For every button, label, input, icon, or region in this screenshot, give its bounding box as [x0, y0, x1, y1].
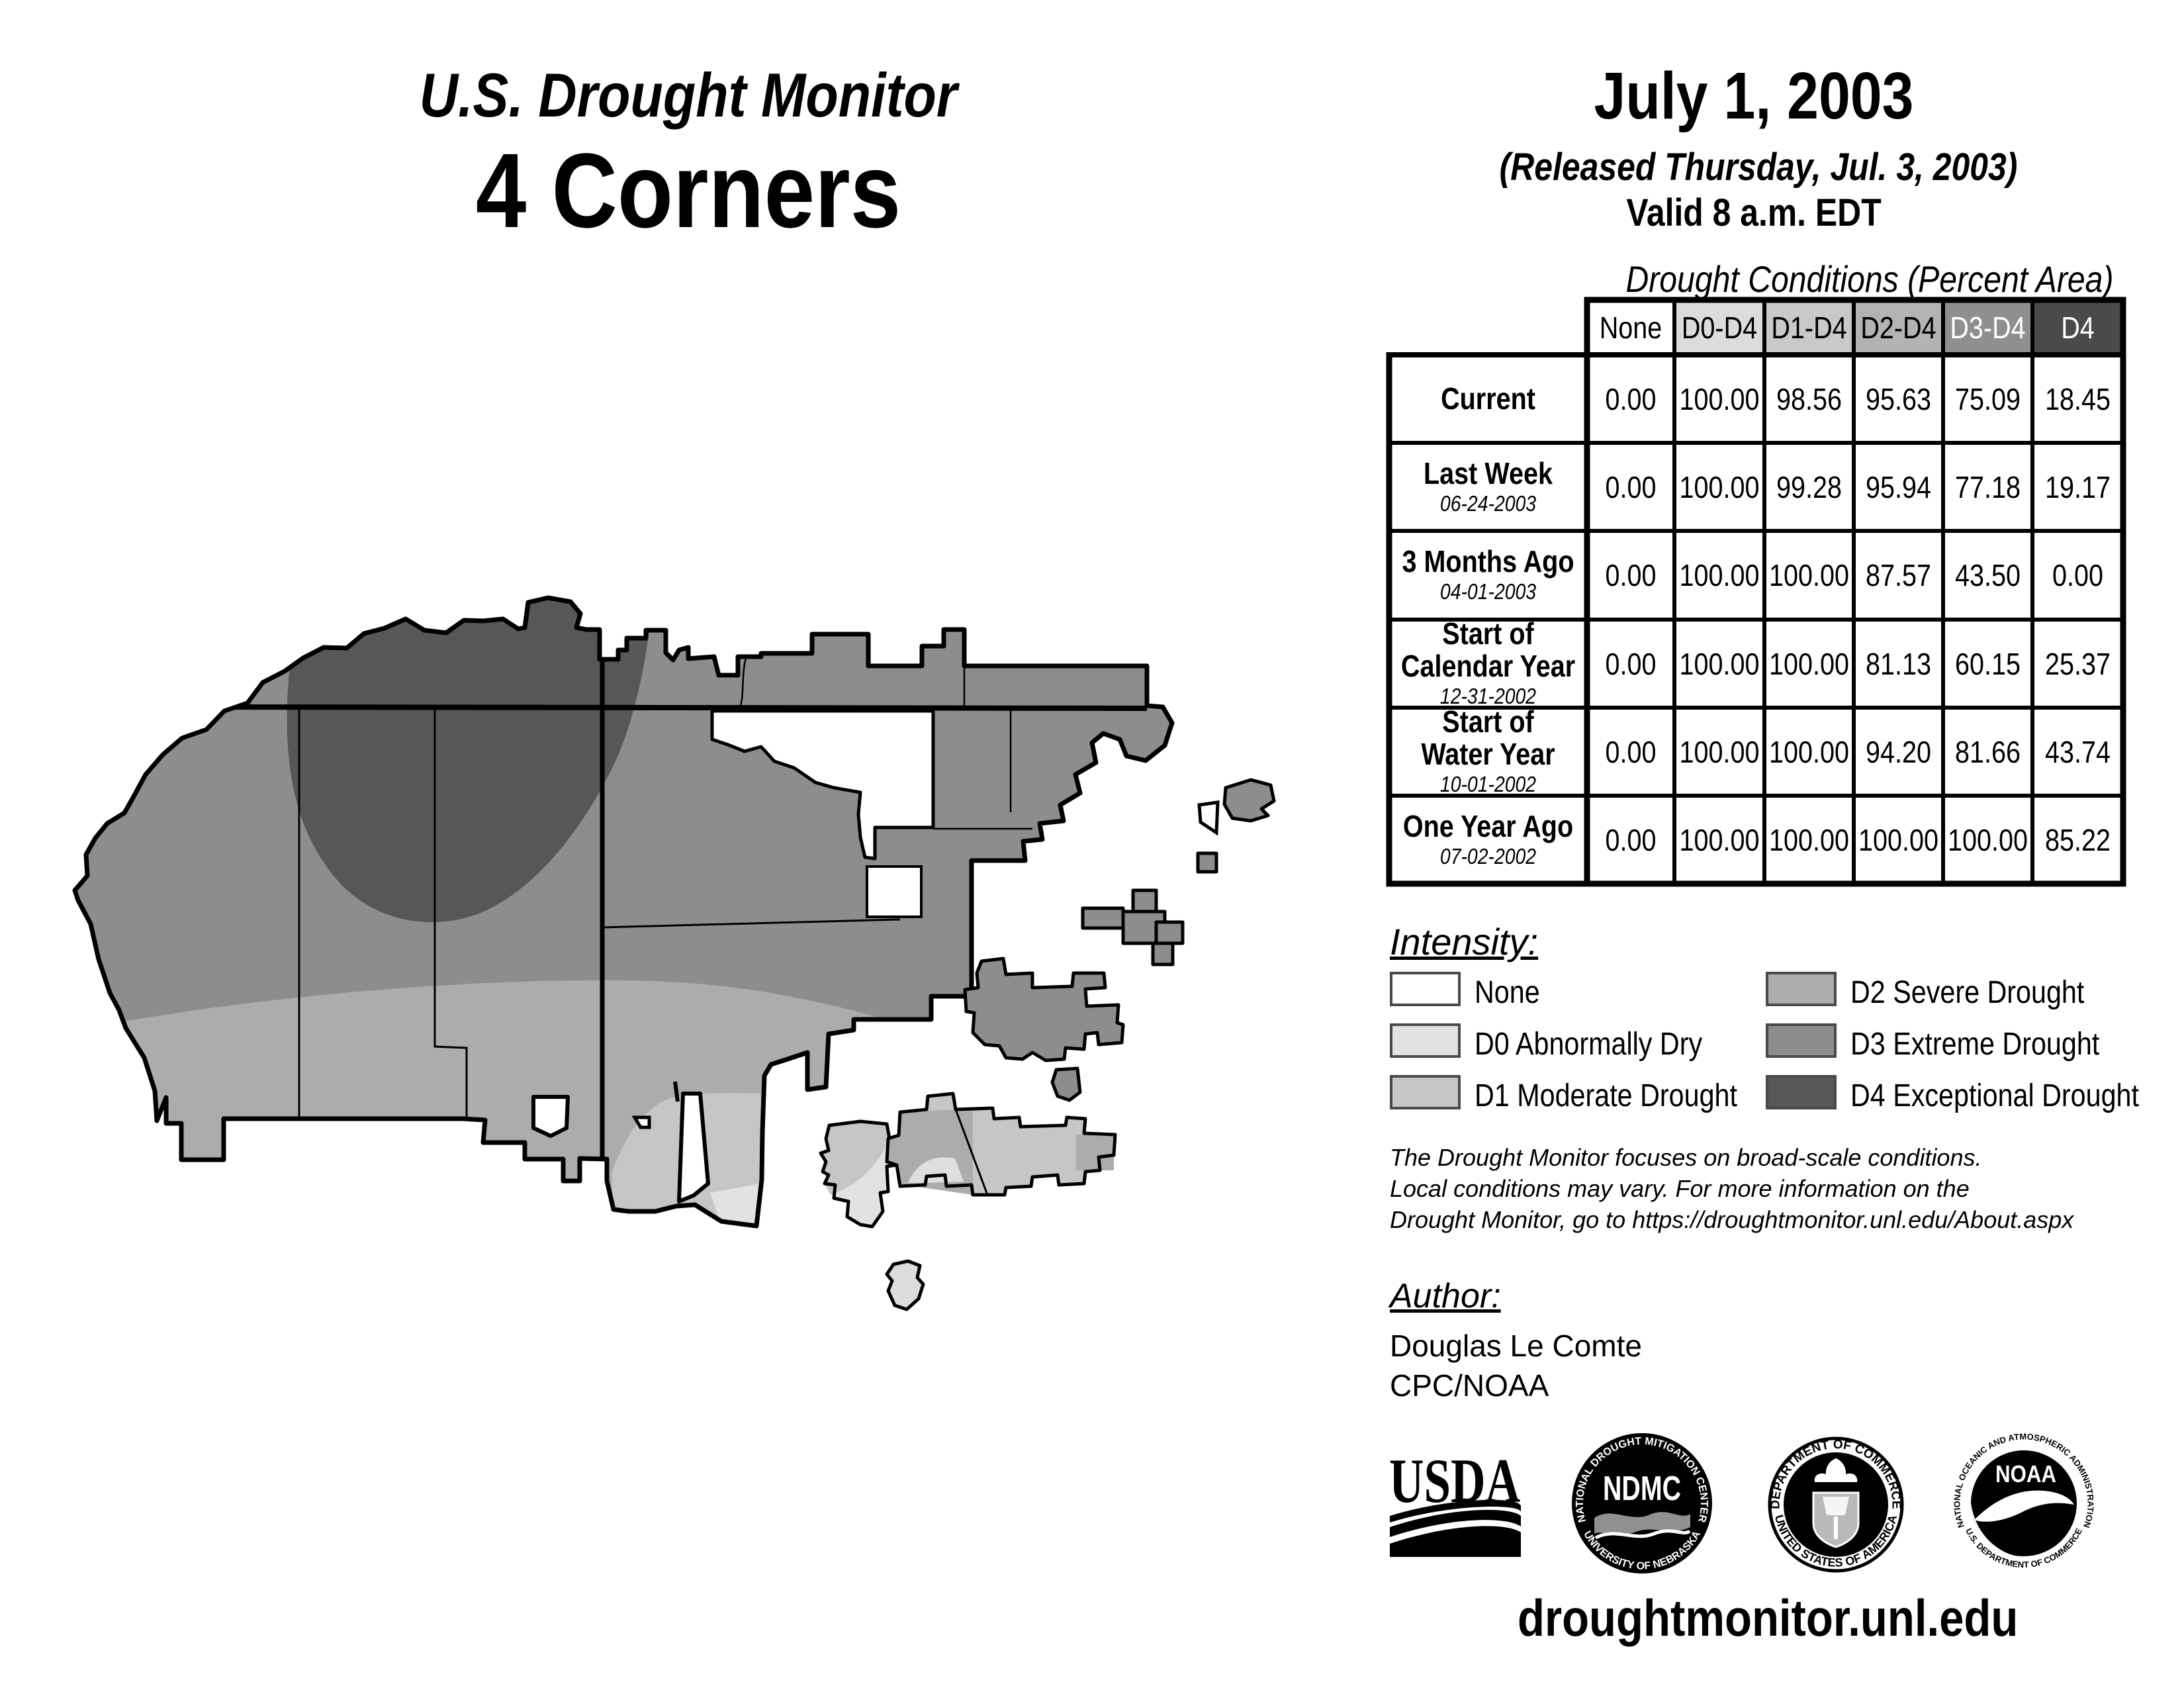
svg-text:NOAA: NOAA	[1995, 1460, 2056, 1487]
svg-text:NDMC: NDMC	[1603, 1470, 1681, 1508]
